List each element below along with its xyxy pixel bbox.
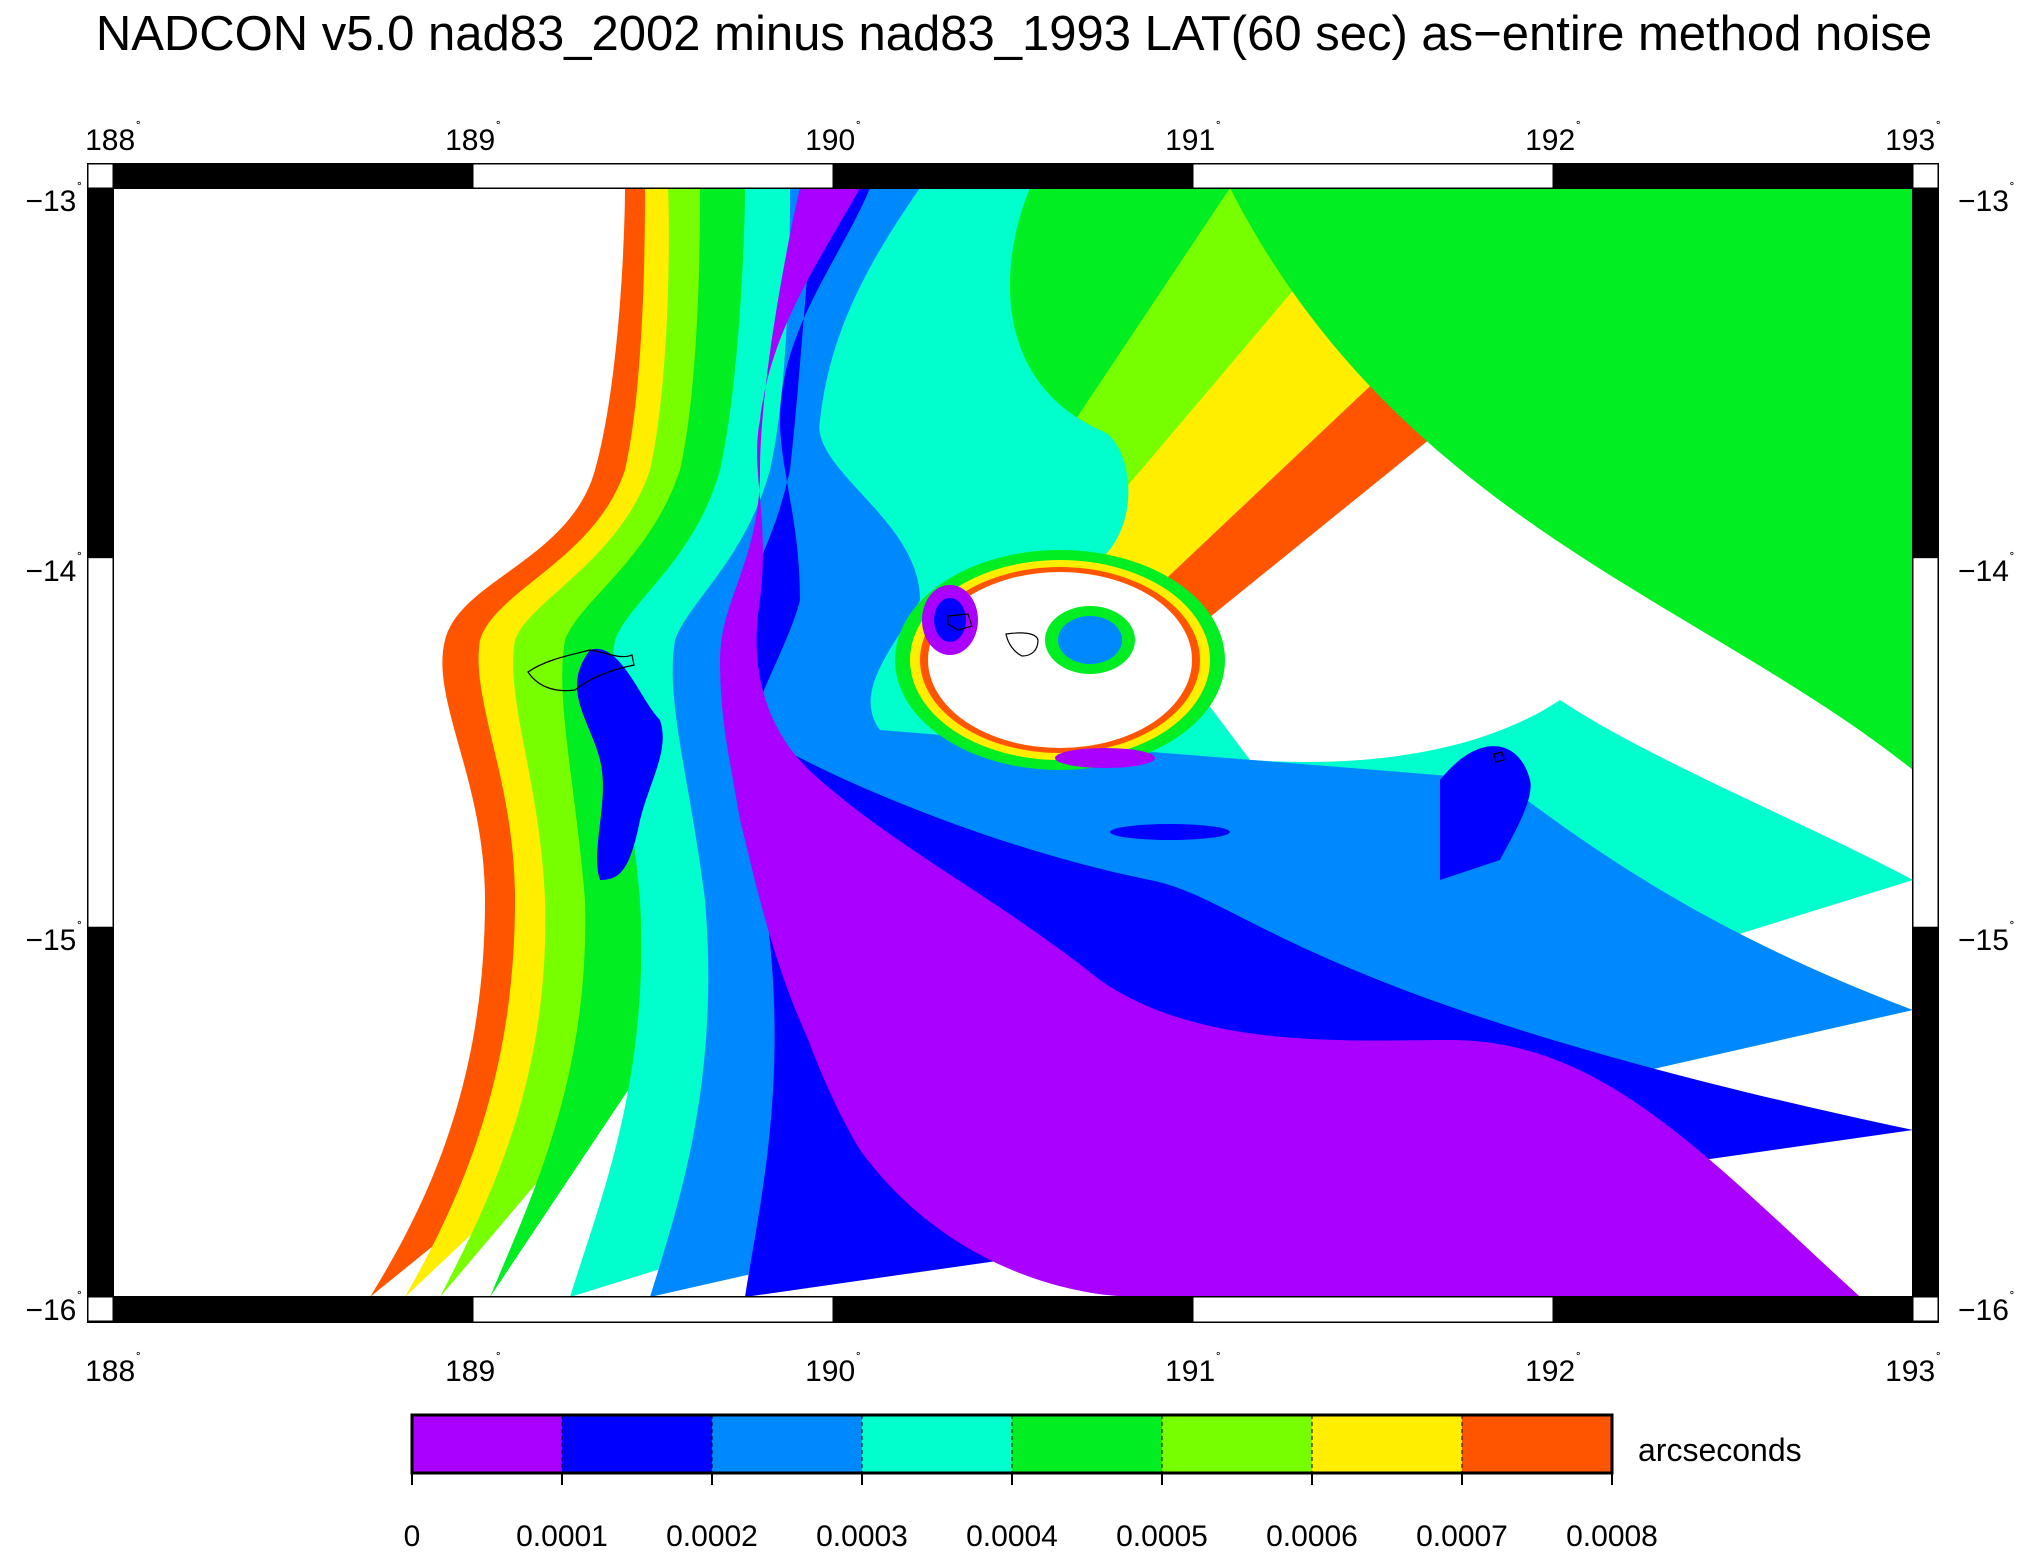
colorbar-tick-label: 0.0002 <box>666 1520 758 1553</box>
lat-tick-label: −13˚ <box>25 180 82 218</box>
frame-corner <box>1912 1296 1939 1322</box>
colorbar-bin <box>1312 1415 1462 1473</box>
colorbar-bin <box>562 1415 712 1473</box>
lon-tick-label: 188˚ <box>85 119 141 157</box>
band-0-0.0001-lower <box>740 760 1860 1297</box>
frame-corner <box>87 163 114 189</box>
lon-tick-label: 191˚ <box>1165 1350 1221 1388</box>
lat-tick-label: −14˚ <box>25 549 82 588</box>
colorbar-unit-label: arcseconds <box>1638 1432 1802 1468</box>
colorbar-bin <box>1162 1415 1312 1473</box>
colorbar-bin <box>412 1415 562 1473</box>
frame-top-segment <box>112 163 474 189</box>
frame-top-segment <box>832 163 1194 189</box>
lon-tick-label: 193˚ <box>1885 1350 1941 1388</box>
island-outlines <box>527 613 1505 763</box>
colorbar-bin <box>1462 1415 1612 1473</box>
lat-tick-label: −15˚ <box>1958 919 2015 958</box>
colorbar-tick-label: 0.0006 <box>1266 1520 1358 1553</box>
colorbar <box>410 1413 1614 1485</box>
lon-tick-label: 191˚ <box>1165 119 1221 157</box>
lon-tick-label: 192˚ <box>1525 1350 1581 1388</box>
frame-left-segment <box>87 926 114 1298</box>
colorbar-bin <box>862 1415 1012 1473</box>
frame-top-segment <box>472 163 834 189</box>
colorbar-bin <box>712 1415 862 1473</box>
lon-tick-label: 193˚ <box>1885 119 1941 157</box>
lon-tick-label: 190˚ <box>805 1350 861 1388</box>
frame-top-segment <box>1192 163 1554 189</box>
lat-tick-label: −14˚ <box>1958 549 2015 588</box>
colorbar-tick-label: 0 <box>403 1520 421 1553</box>
band-eddy-west <box>577 648 663 880</box>
central-anomaly <box>895 550 1230 840</box>
lat-tick-label: −15˚ <box>25 919 82 958</box>
frame-right-segment <box>1912 187 1939 559</box>
lon-tick-label: 189˚ <box>445 119 501 157</box>
colorbar-tick-label: 0.0005 <box>1116 1520 1208 1553</box>
frame-left-segment <box>87 187 114 559</box>
colorbar-tick-label: 0.0001 <box>516 1520 608 1553</box>
frame-top-segment <box>1552 163 1914 189</box>
colorbar-tick-label: 0.0008 <box>1566 1520 1658 1553</box>
frame-right-segment <box>1912 557 1939 928</box>
lon-tick-label: 192˚ <box>1525 119 1581 157</box>
lon-tick-label: 188˚ <box>85 1350 141 1388</box>
frame-corner <box>87 1296 114 1322</box>
lon-tick-label: 190˚ <box>805 119 861 157</box>
colorbar-tick-label: 0.0004 <box>966 1520 1058 1553</box>
lat-tick-label: −13˚ <box>1958 180 2015 218</box>
lon-tick-label: 189˚ <box>445 1350 501 1388</box>
frame-left-segment <box>87 557 114 928</box>
lat-tick-label: −16˚ <box>1958 1289 2015 1327</box>
frame-bottom-segment <box>1192 1296 1554 1323</box>
map-frame <box>87 163 1939 1323</box>
band-eddy-east <box>1440 746 1531 880</box>
colorbar-bin <box>1012 1415 1162 1473</box>
colorbar-tick-label: 0.0003 <box>816 1520 908 1553</box>
frame-right-segment <box>1912 926 1939 1298</box>
figure-title: NADCON v5.0 nad83_2002 minus nad83_1993 … <box>95 7 1933 61</box>
colorbar-tick-label: 0.0007 <box>1416 1520 1508 1553</box>
contour-field <box>113 188 1913 1297</box>
frame-bottom-segment <box>472 1296 834 1323</box>
frame-bottom-segment <box>1552 1296 1914 1323</box>
lat-tick-label: −16˚ <box>25 1289 82 1327</box>
frame-bottom-segment <box>112 1296 474 1323</box>
frame-corner <box>1912 163 1939 189</box>
frame-bottom-segment <box>832 1296 1194 1323</box>
